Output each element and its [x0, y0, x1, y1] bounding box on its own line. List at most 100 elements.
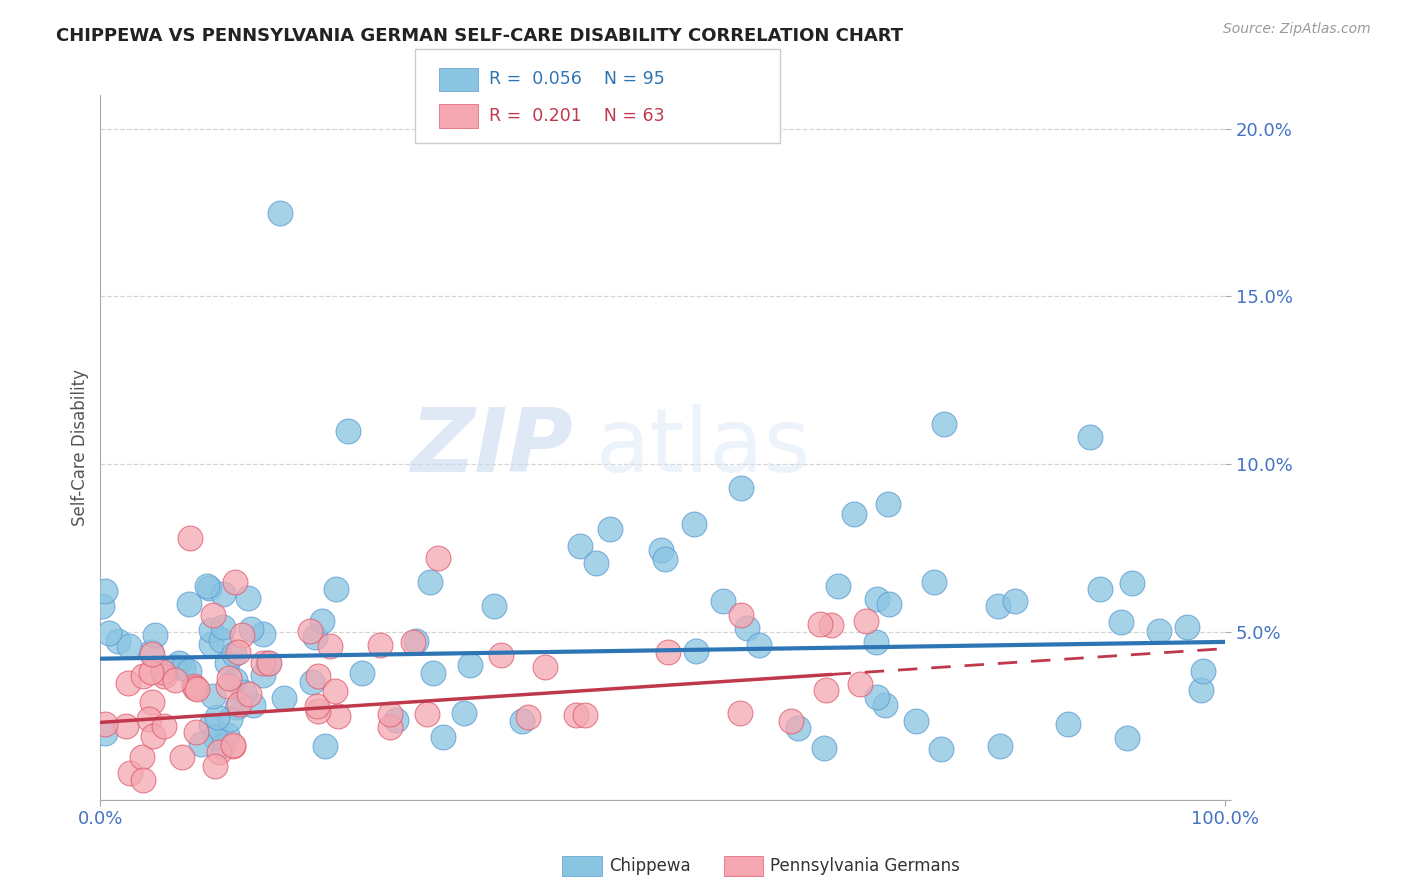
Point — [685, 644, 707, 658]
Point — [118, 765, 141, 780]
Point — [219, 712, 242, 726]
Point — [682, 517, 704, 532]
Point — [827, 579, 849, 593]
Point — [167, 656, 190, 670]
Point — [139, 645, 162, 659]
Point — [301, 675, 323, 690]
Y-axis label: Self-Care Disability: Self-Care Disability — [72, 369, 89, 526]
Point — [517, 710, 540, 724]
Point — [200, 623, 222, 637]
Point — [1175, 619, 1198, 633]
Point — [152, 719, 174, 733]
Point — [929, 742, 952, 756]
Point — [215, 728, 238, 742]
Point — [314, 739, 336, 754]
Point — [204, 759, 226, 773]
Point — [209, 632, 232, 647]
Point — [305, 699, 328, 714]
Point — [139, 665, 162, 679]
Point — [568, 539, 591, 553]
Point — [574, 708, 596, 723]
Point — [385, 714, 408, 728]
Point — [204, 730, 226, 744]
Point — [184, 724, 207, 739]
Point — [222, 739, 245, 753]
Point — [163, 673, 186, 687]
Text: R =  0.056    N = 95: R = 0.056 N = 95 — [489, 70, 665, 88]
Point — [298, 624, 321, 639]
Point — [184, 681, 207, 696]
Point — [1121, 576, 1143, 591]
Point — [172, 661, 194, 675]
Point — [378, 707, 401, 722]
Point — [657, 645, 679, 659]
Point — [222, 739, 245, 753]
Point — [533, 660, 555, 674]
Point — [273, 690, 295, 705]
Point — [654, 552, 676, 566]
Point — [179, 531, 201, 545]
Point — [599, 522, 621, 536]
Text: Pennsylvania Germans: Pennsylvania Germans — [770, 857, 960, 875]
Point — [876, 497, 898, 511]
Point — [195, 579, 218, 593]
Point — [212, 587, 235, 601]
Point — [453, 706, 475, 720]
Point — [510, 714, 533, 728]
Point — [212, 620, 235, 634]
Point — [458, 658, 481, 673]
Point — [405, 634, 427, 648]
Point — [224, 673, 246, 687]
Point — [307, 669, 329, 683]
Point — [236, 591, 259, 606]
Point — [352, 666, 374, 681]
Point — [183, 679, 205, 693]
Point — [132, 669, 155, 683]
Point — [932, 417, 955, 431]
Point — [94, 584, 117, 599]
Point — [226, 699, 249, 714]
Point — [170, 750, 193, 764]
Point — [98, 625, 121, 640]
Point — [422, 665, 444, 680]
Point — [1057, 717, 1080, 731]
Point — [711, 594, 734, 608]
Point — [240, 622, 263, 636]
Point — [117, 675, 139, 690]
Point — [200, 718, 222, 732]
Point — [1109, 615, 1132, 629]
Point — [325, 582, 347, 596]
Point — [865, 635, 887, 649]
Point — [257, 656, 280, 670]
Point — [748, 638, 770, 652]
Point — [730, 481, 752, 495]
Point — [735, 621, 758, 635]
Point — [855, 615, 877, 629]
Point — [924, 575, 946, 590]
Point — [242, 698, 264, 712]
Point — [252, 668, 274, 682]
Point — [565, 707, 588, 722]
Point — [132, 773, 155, 788]
Point — [142, 729, 165, 743]
Text: atlas: atlas — [595, 404, 810, 491]
Point — [226, 645, 249, 659]
Point — [849, 677, 872, 691]
Point — [905, 714, 928, 728]
Point — [231, 628, 253, 642]
Point — [728, 706, 751, 720]
Point — [222, 647, 245, 661]
Point — [378, 720, 401, 734]
Point — [786, 721, 808, 735]
Point — [370, 638, 392, 652]
Point — [1088, 582, 1111, 596]
Point — [987, 599, 1010, 614]
Point — [218, 671, 240, 685]
Point — [269, 205, 291, 219]
Point — [202, 608, 225, 623]
Point — [179, 665, 201, 679]
Point — [186, 682, 208, 697]
Point — [217, 679, 239, 693]
Point — [307, 704, 329, 718]
Point — [401, 635, 423, 649]
